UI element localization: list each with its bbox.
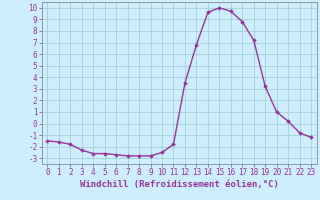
X-axis label: Windchill (Refroidissement éolien,°C): Windchill (Refroidissement éolien,°C): [80, 180, 279, 189]
